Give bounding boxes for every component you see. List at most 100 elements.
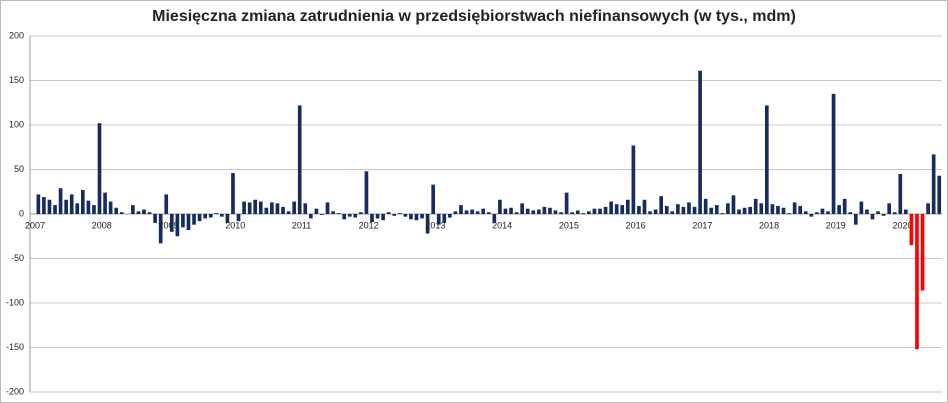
bar <box>208 214 213 218</box>
bar <box>698 70 702 215</box>
bar <box>776 205 780 214</box>
bar <box>937 175 942 214</box>
bar <box>36 194 41 214</box>
bar <box>876 211 880 214</box>
bar <box>275 203 280 214</box>
x-tick-label: 2012 <box>359 220 379 230</box>
bar <box>676 204 680 214</box>
bar <box>470 209 474 214</box>
bar <box>514 212 519 214</box>
y-tick-label: -200 <box>6 386 24 396</box>
bar <box>475 211 480 214</box>
bar <box>904 209 908 214</box>
bar <box>253 199 258 214</box>
bar <box>503 208 508 214</box>
bar <box>392 214 397 216</box>
bar <box>759 203 764 214</box>
bar <box>375 214 380 219</box>
bar <box>409 214 413 220</box>
y-tick-label: -50 <box>11 253 24 263</box>
bar <box>553 210 558 214</box>
bar <box>826 211 830 214</box>
bar <box>920 214 925 291</box>
bar <box>803 211 808 214</box>
bar <box>80 189 85 214</box>
bar <box>509 207 513 214</box>
bar <box>831 93 836 214</box>
bar <box>175 214 180 237</box>
bar <box>870 214 875 220</box>
bar <box>837 205 841 214</box>
bar <box>842 198 847 214</box>
bar <box>264 207 269 214</box>
bar <box>75 203 80 214</box>
bar <box>325 202 330 214</box>
bar <box>659 196 664 214</box>
bar <box>108 201 113 214</box>
bar <box>353 214 358 218</box>
bar <box>236 214 241 222</box>
x-tick-label: 2009 <box>158 220 178 230</box>
bar <box>598 208 602 214</box>
bar <box>370 214 374 223</box>
bar <box>620 205 625 214</box>
bar <box>548 207 552 214</box>
bar <box>414 214 419 221</box>
bar <box>425 214 430 234</box>
bar <box>381 214 385 221</box>
bar <box>531 210 536 214</box>
y-tick-label: -100 <box>6 297 24 307</box>
bar <box>131 205 135 214</box>
bar <box>681 206 686 214</box>
bar <box>448 214 452 218</box>
bar <box>770 204 775 214</box>
bar <box>442 214 447 223</box>
bar <box>848 212 853 214</box>
bar <box>742 207 747 214</box>
bar <box>314 208 319 214</box>
bar <box>564 192 569 214</box>
bar <box>64 199 68 214</box>
bar <box>359 212 363 214</box>
bar <box>386 212 391 214</box>
x-tick-label: 2008 <box>92 220 112 230</box>
bar <box>787 213 791 214</box>
bar <box>664 205 669 214</box>
bar <box>687 202 691 214</box>
bar <box>214 213 219 214</box>
bar <box>692 206 697 214</box>
bar <box>898 173 903 214</box>
bar <box>119 212 124 214</box>
bar <box>915 214 919 350</box>
bar <box>670 211 675 214</box>
bar <box>270 202 274 214</box>
bar <box>153 214 157 223</box>
y-tick-label: 0 <box>19 208 24 218</box>
bar <box>653 209 658 214</box>
bar <box>158 214 163 244</box>
bar <box>258 201 263 214</box>
y-tick-label: 100 <box>9 119 24 129</box>
bar <box>69 194 74 214</box>
bar <box>181 214 185 228</box>
bar <box>498 199 502 214</box>
bar <box>114 207 119 214</box>
bar <box>142 209 146 214</box>
bar <box>525 208 530 214</box>
bar <box>336 213 341 214</box>
bar <box>603 206 608 214</box>
bar <box>881 214 886 216</box>
bar <box>136 211 141 214</box>
bar <box>403 214 408 217</box>
bar <box>308 214 313 219</box>
bar <box>192 214 196 225</box>
bar <box>859 201 864 214</box>
bar <box>642 199 647 214</box>
y-tick-label: 200 <box>9 30 24 40</box>
bar <box>592 208 597 214</box>
bar <box>570 212 575 214</box>
bar <box>614 204 619 214</box>
bar <box>286 211 291 214</box>
